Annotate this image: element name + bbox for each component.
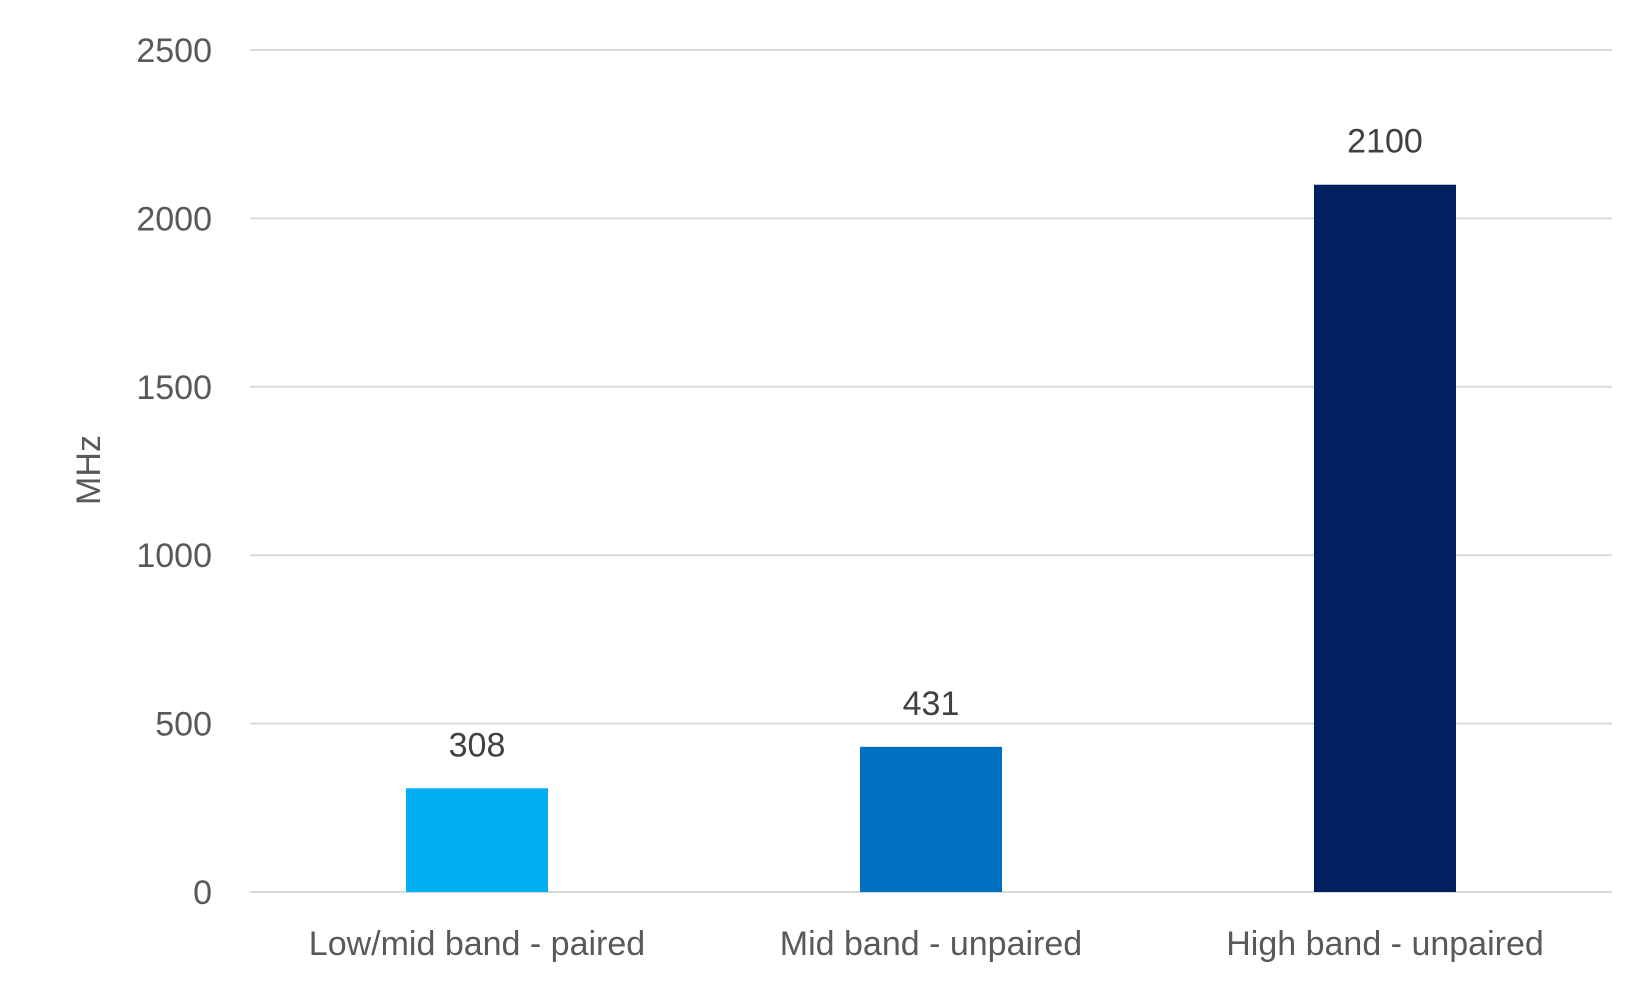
data-label: 431 bbox=[903, 685, 960, 723]
bars bbox=[406, 184, 1456, 893]
y-tick-label: 1000 bbox=[136, 537, 212, 575]
bar bbox=[406, 788, 548, 892]
data-labels: 308 431 2100 bbox=[449, 123, 1423, 765]
bar bbox=[860, 746, 1002, 892]
x-axis-categories: Low/mid band - paired Mid band - unpaired… bbox=[309, 925, 1544, 963]
x-category-label: Low/mid band - paired bbox=[309, 925, 645, 963]
x-category-label: Mid band - unpaired bbox=[780, 925, 1082, 963]
y-tick-label: 2000 bbox=[136, 200, 212, 238]
data-label: 2100 bbox=[1347, 123, 1423, 161]
data-label: 308 bbox=[449, 726, 506, 764]
y-tick-label: 2500 bbox=[136, 32, 212, 70]
bar bbox=[1314, 184, 1456, 893]
y-tick-label: 0 bbox=[193, 874, 212, 912]
y-tick-label: 500 bbox=[155, 706, 212, 744]
y-axis-title: MHz bbox=[70, 435, 108, 505]
y-axis-ticks: 0 500 1000 1500 2000 2500 bbox=[136, 32, 212, 912]
x-category-label: High band - unpaired bbox=[1226, 925, 1544, 963]
y-tick-label: 1500 bbox=[136, 369, 212, 407]
